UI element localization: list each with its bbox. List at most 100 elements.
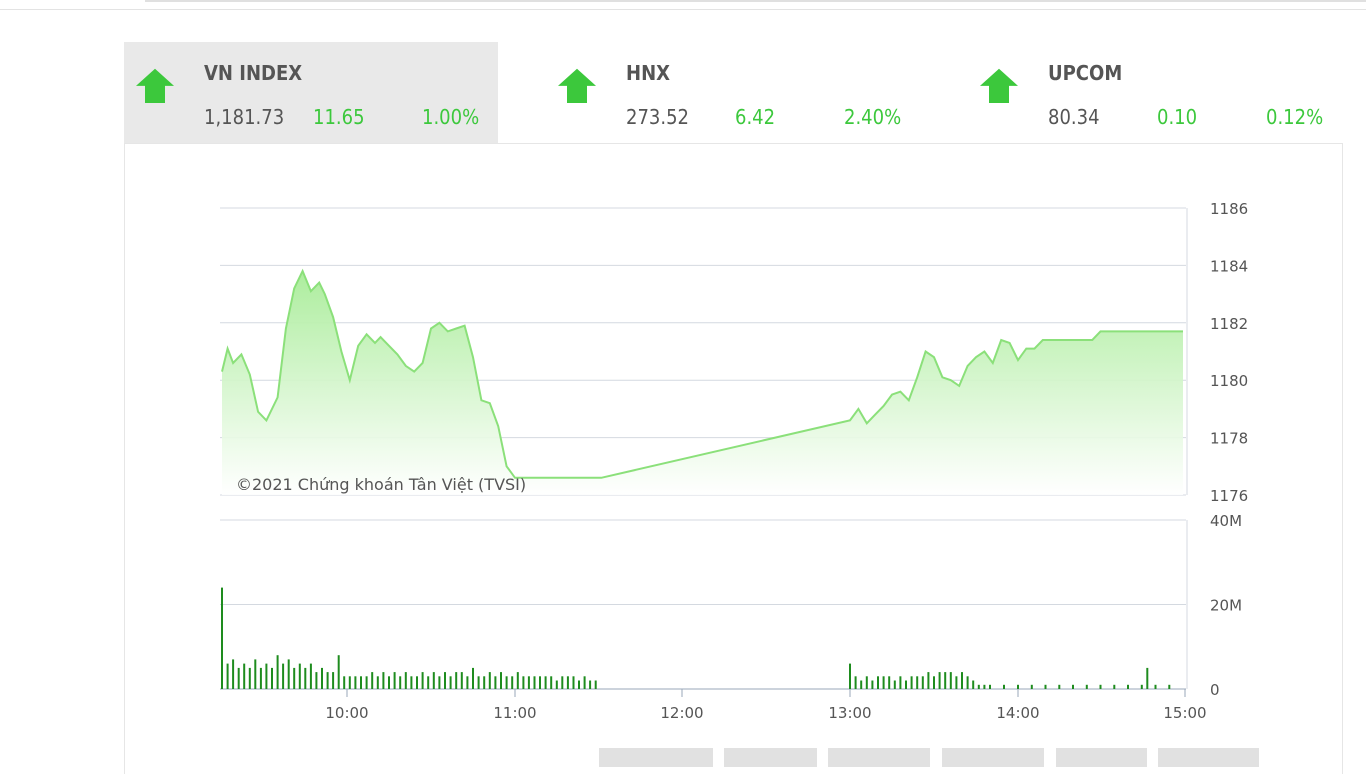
volume-bar: [1140, 684, 1143, 689]
volume-bar: [1168, 684, 1171, 689]
volume-bar: [877, 676, 879, 689]
volume-bar: [961, 672, 963, 689]
volume-bar: [516, 672, 519, 689]
volume-bar: [371, 672, 374, 689]
volume-bar: [438, 676, 441, 689]
volume-bar: [865, 676, 868, 689]
volume-bar: [566, 676, 569, 689]
volume-bar: [360, 676, 362, 689]
index-percent: 1.00%: [422, 105, 480, 129]
volume-bar: [460, 672, 463, 689]
volume-bar: [594, 680, 597, 689]
volume-bar: [893, 680, 896, 689]
time-tick-label: 15:00: [1163, 704, 1206, 722]
index-name: UPCOM: [1048, 61, 1123, 85]
volume-bar: [1099, 684, 1102, 689]
time-tick-label: 14:00: [996, 704, 1039, 722]
volume-bar: [1113, 684, 1116, 689]
volume-bar: [421, 672, 424, 689]
volume-bar: [388, 676, 390, 689]
index-card-hnx[interactable]: HNX 273.52 6.42 2.40%: [546, 42, 920, 143]
volume-bar: [1127, 684, 1129, 689]
index-change: 6.42: [735, 105, 776, 129]
volume-bar: [488, 672, 491, 689]
volume-bar: [483, 676, 486, 689]
index-card-vnindex[interactable]: VN INDEX 1,181.73 11.65 1.00%: [124, 42, 498, 143]
volume-bar: [955, 676, 958, 689]
volume-bar: [315, 672, 318, 689]
range-button[interactable]: [724, 748, 817, 767]
price-tick-label: 1182: [1210, 315, 1248, 333]
volume-bar: [221, 587, 223, 689]
volume-bar: [1058, 684, 1061, 689]
volume-bar: [282, 663, 285, 689]
index-name: HNX: [626, 61, 671, 85]
volume-bar: [1017, 684, 1019, 689]
volume-bar: [966, 676, 969, 689]
volume-bar: [511, 676, 514, 689]
range-button[interactable]: [599, 748, 713, 767]
range-button[interactable]: [942, 748, 1044, 767]
volume-bar: [522, 676, 525, 689]
arrow-up-icon: [980, 68, 1018, 103]
index-value: 273.52: [626, 105, 689, 129]
price-tick-label: 1176: [1210, 487, 1248, 505]
volume-bar: [505, 676, 508, 689]
volume-bar: [888, 676, 891, 689]
volume-bar: [1044, 684, 1047, 689]
top-search-bar[interactable]: [145, 0, 1366, 2]
volume-bar: [494, 676, 497, 689]
volume-bar: [399, 676, 402, 689]
index-change: 11.65: [313, 105, 365, 129]
range-button[interactable]: [828, 748, 930, 767]
price-line: [221, 268, 1183, 479]
volume-bar: [905, 680, 907, 689]
volume-tick-label: 40M: [1210, 512, 1242, 530]
volume-bar: [972, 680, 975, 689]
volume-bar: [466, 676, 469, 689]
index-card-upcom[interactable]: UPCOM 80.34 0.10 0.12%: [968, 42, 1342, 143]
volume-bar: [226, 663, 229, 689]
volume-bar: [348, 676, 351, 689]
volume-bar: [254, 659, 257, 689]
price-tick-label: 1186: [1210, 200, 1248, 218]
volume-bar: [304, 667, 307, 689]
volume-bar: [376, 676, 379, 689]
volume-bar: [321, 667, 323, 689]
range-button[interactable]: [1158, 748, 1259, 767]
volume-bar: [248, 667, 251, 689]
volume-bar: [938, 672, 941, 689]
volume-bar: [444, 672, 446, 689]
volume-bar: [243, 663, 246, 689]
volume-bar: [1030, 684, 1033, 689]
index-change: 0.10: [1157, 105, 1198, 129]
time-tick-label: 11:00: [493, 704, 536, 722]
volume-bar: [265, 663, 268, 689]
volume-bar: [271, 667, 273, 689]
volume-bar: [332, 672, 335, 689]
top-bar: [0, 0, 1366, 10]
volume-bar: [343, 676, 346, 689]
index-value: 80.34: [1048, 105, 1100, 129]
top-divider: [0, 9, 1366, 10]
time-tick-label: 12:00: [660, 704, 703, 722]
range-button[interactable]: [1056, 748, 1147, 767]
volume-bar: [410, 676, 413, 689]
volume-bar: [882, 676, 885, 689]
chart-watermark: ©2021 Chứng khoán Tân Việt (TVSI): [236, 475, 526, 494]
volume-bar: [404, 672, 407, 689]
volume-bar: [1085, 684, 1088, 689]
volume-bar: [472, 667, 474, 689]
volume-bar: [589, 680, 592, 689]
volume-bar: [287, 659, 290, 689]
index-percent: 2.40%: [844, 105, 902, 129]
volume-tick-label: 0: [1210, 681, 1220, 699]
volume-bar: [921, 676, 924, 689]
index-name: VN INDEX: [204, 61, 303, 85]
volume-bar: [455, 672, 458, 689]
volume-bar: [949, 672, 952, 689]
volume-bar: [555, 680, 558, 689]
volume-bar: [527, 676, 530, 689]
volume-bar: [899, 676, 902, 689]
